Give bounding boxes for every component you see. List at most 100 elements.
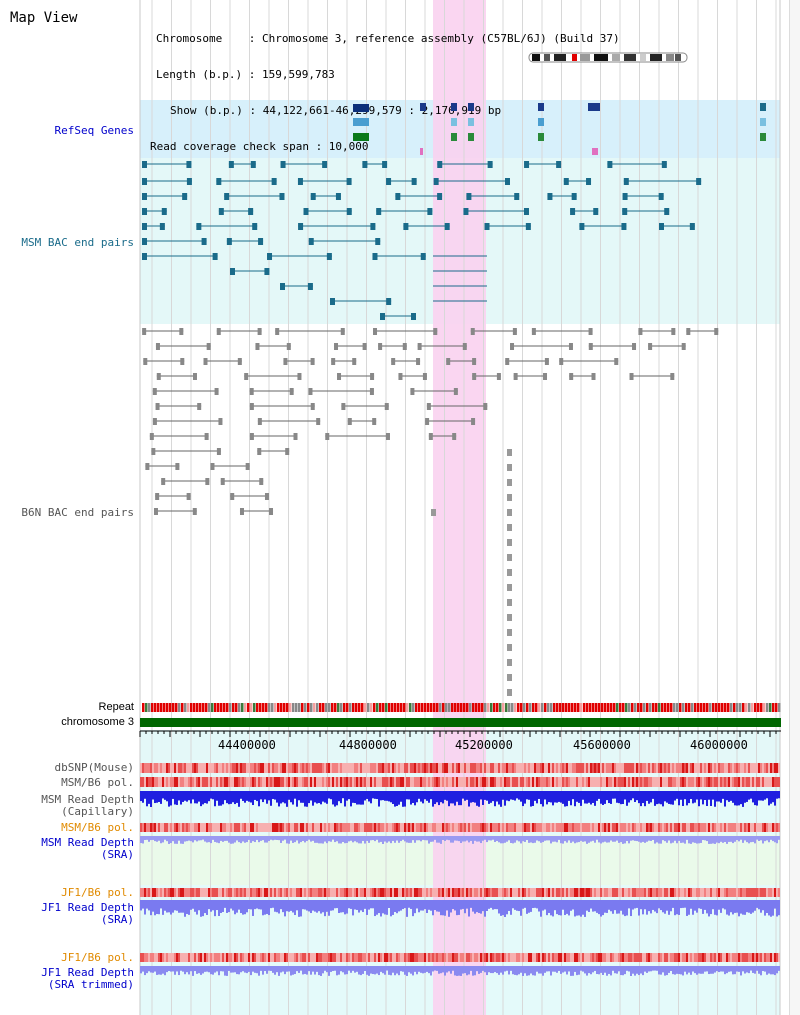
jf1-b6-pol-density [338, 888, 340, 897]
jf1-sra-depth [174, 900, 176, 911]
jf1-trimmed-depth [676, 966, 678, 974]
jf1-b6-pol-density [284, 888, 286, 897]
msm-b6-pol-density [452, 823, 454, 832]
track-label-b6n-bac[interactable]: B6N BAC end pairs [21, 506, 134, 519]
jf1-b6-pol-density [360, 953, 362, 962]
jf1-b6-pol-density [658, 953, 660, 962]
msm-b6-pol-density [166, 777, 168, 787]
selection-highlight[interactable] [433, 0, 486, 1015]
msm-b6-pol-density [570, 823, 572, 832]
msm-capillary-depth [758, 791, 760, 801]
track-label-msm-b6-pol-2[interactable]: MSM/B6 pol. [61, 821, 134, 834]
jf1-b6-pol-density [408, 888, 410, 897]
msm-sra-depth [732, 836, 734, 844]
jf1-sra-depth [648, 900, 650, 912]
jf1-trimmed-depth [424, 966, 426, 973]
dbsnp-density [166, 763, 168, 773]
track-label-chromosome[interactable]: chromosome 3 [61, 716, 134, 728]
track-label-msm-b6-pol[interactable]: MSM/B6 pol. [61, 776, 134, 789]
msm-bac-end [326, 253, 332, 260]
jf1-b6-pol-density [330, 953, 332, 962]
jf1-trimmed-depth [618, 966, 620, 972]
track-label-jf1-b6-pol-2[interactable]: JF1/B6 pol. [61, 951, 134, 964]
jf1-b6-pol-density [362, 953, 364, 962]
msm-b6-pol-density [660, 777, 662, 787]
msm-sra-depth [486, 836, 488, 843]
msm-sra-depth [666, 836, 668, 843]
jf1-b6-pol-density [662, 953, 664, 962]
msm-b6-pol-density [256, 823, 258, 832]
jf1-b6-pol-density [766, 888, 768, 897]
msm-b6-pol-density [506, 777, 508, 787]
dbsnp-density [586, 763, 588, 773]
msm-capillary-depth [416, 791, 418, 803]
jf1-b6-pol-density [422, 888, 424, 897]
msm-bac-end [382, 161, 388, 168]
b6n-bac-end [286, 343, 291, 350]
jf1-sra-depth [558, 900, 560, 916]
msm-b6-pol-density [636, 777, 638, 787]
msm-b6-pol-density [196, 777, 198, 787]
jf1-trimmed-depth [586, 966, 588, 976]
msm-b6-pol-density [548, 823, 550, 832]
b6n-bac-end [259, 478, 264, 485]
jf1-b6-pol-density [736, 953, 738, 962]
jf1-b6-pol-density [668, 953, 670, 962]
jf1-b6-pol-density [438, 953, 440, 962]
jf1-trimmed-depth [310, 966, 312, 975]
jf1-trimmed-depth [414, 966, 416, 972]
jf1-b6-pol-density [664, 953, 666, 962]
msm-sra-depth [604, 836, 606, 842]
jf1-b6-pol-density [566, 953, 568, 962]
msm-b6-pol-density [702, 777, 704, 787]
msm-b6-pol-density [642, 823, 644, 832]
dbsnp-density [358, 763, 360, 773]
msm-b6-pol-density [666, 823, 668, 832]
repeat-block [367, 703, 370, 712]
jf1-trimmed-depth [528, 966, 530, 976]
jf1-sra-depth [408, 900, 410, 908]
track-label-msm-bac[interactable]: MSM BAC end pairs [21, 236, 134, 249]
chromosome-ideogram[interactable] [528, 51, 690, 65]
track-label-dbsnp[interactable]: dbSNP(Mouse) [54, 761, 134, 774]
jf1-trimmed-depth [180, 966, 182, 971]
jf1-trimmed-depth [222, 966, 224, 972]
msm-capillary-depth [228, 791, 230, 805]
jf1-b6-pol-density [458, 888, 460, 897]
jf1-trimmed-depth [762, 966, 764, 972]
msm-sra-depth [754, 836, 756, 844]
jf1-b6-pol-density [298, 953, 300, 962]
dbsnp-density [312, 763, 314, 773]
msm-b6-pol-density [608, 777, 610, 787]
msm-b6-pol-density [488, 777, 490, 787]
dbsnp-density [270, 763, 272, 773]
track-label-repeat[interactable]: Repeat [98, 701, 134, 713]
jf1-b6-pol-density [434, 953, 436, 962]
track-label-jf1-b6-pol[interactable]: JF1/B6 pol. [61, 886, 134, 899]
jf1-sra-depth [236, 900, 238, 913]
msm-b6-pol-density [498, 823, 500, 832]
track-label-jf1-read-depth[interactable]: JF1 Read Depth [41, 901, 134, 914]
msm-capillary-depth [288, 791, 290, 800]
track-label-msm-read-depth[interactable]: MSM Read Depth [41, 793, 134, 806]
track-label-refseq[interactable]: RefSeq Genes [54, 124, 134, 137]
track-label-msm-read-depth-sra[interactable]: MSM Read Depth [41, 836, 134, 849]
msm-b6-pol-density [264, 777, 266, 787]
repeat-block [439, 703, 442, 712]
repeat-block [202, 703, 205, 712]
msm-b6-pol-density [548, 777, 550, 787]
jf1-b6-pol-density [416, 888, 418, 897]
track-label-jf1-read-depth-2[interactable]: JF1 Read Depth [41, 966, 134, 979]
msm-sra-depth [240, 836, 242, 844]
msm-b6-pol-density [328, 777, 330, 787]
vertical-scrollbar[interactable] [789, 0, 800, 1015]
dbsnp-density [522, 763, 524, 773]
msm-sra-depth [512, 836, 514, 844]
msm-sra-depth [252, 836, 254, 842]
jf1-b6-pol-density [552, 953, 554, 962]
msm-b6-pol-density [336, 823, 338, 832]
jf1-sra-depth [494, 900, 496, 910]
jf1-trimmed-depth [294, 966, 296, 975]
msm-b6-pol-density [348, 777, 350, 787]
